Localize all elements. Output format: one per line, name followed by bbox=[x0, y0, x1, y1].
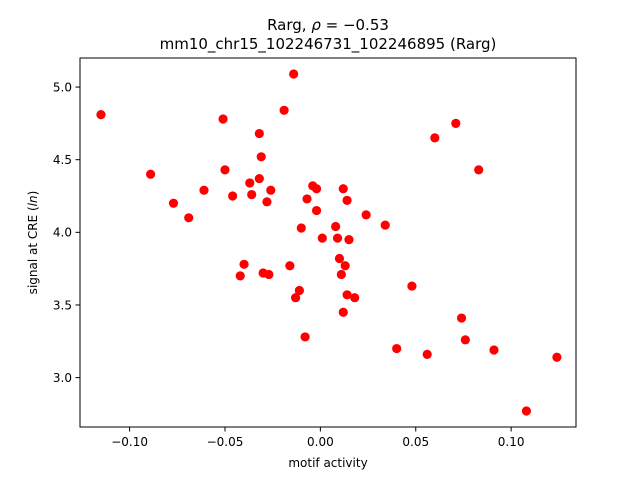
data-point-51 bbox=[460, 335, 470, 345]
data-point-38 bbox=[340, 261, 350, 271]
x-axis-ticks: −0.10 −0.05 0.00 0.05 0.10 bbox=[111, 427, 524, 449]
data-point-11 bbox=[245, 178, 255, 188]
data-point-43 bbox=[361, 210, 371, 220]
y-axis-label: signal at CRE (ln) bbox=[26, 191, 40, 295]
plot-frame bbox=[79, 57, 577, 428]
data-point-52 bbox=[474, 165, 484, 175]
x-tick-label: −0.05 bbox=[207, 435, 244, 449]
y-axis-ticks: 3.0 3.5 4.0 4.5 5.0 bbox=[53, 80, 80, 385]
data-point-15 bbox=[256, 152, 266, 162]
data-point-45 bbox=[392, 343, 402, 354]
data-point-33 bbox=[332, 233, 343, 243]
x-tick-label: 0.10 bbox=[498, 435, 525, 449]
data-point-23 bbox=[290, 293, 301, 303]
data-point-20 bbox=[279, 105, 289, 115]
data-point-7 bbox=[220, 165, 230, 175]
data-point-34 bbox=[334, 253, 345, 264]
data-point-53 bbox=[489, 345, 499, 355]
data-point-8 bbox=[228, 191, 238, 201]
x-tick-label: 0.05 bbox=[402, 435, 429, 449]
data-point-2 bbox=[145, 169, 156, 179]
data-point-27 bbox=[302, 194, 312, 204]
data-point-40 bbox=[342, 290, 352, 300]
y-tick-label: 3.5 bbox=[53, 298, 72, 312]
data-point-13 bbox=[254, 128, 264, 139]
chart-title-line2: mm10_chr15_102246731_102246895 (Rarg) bbox=[160, 35, 497, 54]
data-point-32 bbox=[331, 221, 341, 232]
data-point-10 bbox=[239, 259, 249, 269]
data-point-14 bbox=[254, 173, 264, 184]
data-point-36 bbox=[338, 184, 348, 194]
data-point-41 bbox=[344, 234, 354, 245]
x-tick-label: −0.10 bbox=[111, 435, 148, 449]
x-tick-label: 0.00 bbox=[307, 435, 334, 449]
data-point-54 bbox=[521, 406, 532, 416]
data-point-4 bbox=[184, 213, 194, 223]
data-point-12 bbox=[247, 189, 257, 200]
data-point-22 bbox=[289, 69, 299, 79]
data-point-19 bbox=[266, 185, 276, 195]
data-point-9 bbox=[235, 271, 245, 281]
data-point-1 bbox=[96, 110, 106, 120]
data-point-42 bbox=[350, 293, 360, 303]
data-point-31 bbox=[317, 233, 327, 243]
data-point-35 bbox=[336, 269, 346, 280]
data-point-29 bbox=[311, 184, 322, 194]
data-point-48 bbox=[430, 133, 440, 143]
data-point-30 bbox=[311, 205, 322, 216]
x-axis-label: motif activity bbox=[288, 456, 367, 470]
data-point-3 bbox=[168, 198, 179, 208]
chart-title-line1: Rarg, ρ = −0.53 bbox=[267, 16, 389, 34]
y-tick-label: 3.0 bbox=[53, 371, 72, 385]
data-point-18 bbox=[264, 269, 274, 280]
data-point-46 bbox=[407, 281, 417, 291]
plot-area bbox=[80, 58, 576, 427]
data-point-21 bbox=[285, 261, 295, 271]
points-layer bbox=[96, 69, 562, 416]
data-point-24 bbox=[294, 285, 304, 296]
data-point-37 bbox=[338, 307, 348, 317]
data-point-44 bbox=[380, 220, 390, 230]
data-point-39 bbox=[342, 195, 352, 205]
data-point-26 bbox=[300, 332, 310, 342]
data-point-55 bbox=[552, 352, 562, 362]
data-point-49 bbox=[451, 118, 461, 128]
data-point-25 bbox=[296, 223, 306, 233]
data-point-50 bbox=[456, 313, 467, 323]
data-point-5 bbox=[199, 185, 209, 195]
y-tick-label: 4.0 bbox=[53, 226, 72, 240]
data-point-6 bbox=[218, 114, 228, 124]
data-point-47 bbox=[422, 349, 432, 359]
y-tick-label: 5.0 bbox=[53, 80, 72, 94]
y-tick-label: 4.5 bbox=[53, 153, 72, 167]
data-point-17 bbox=[262, 197, 272, 207]
